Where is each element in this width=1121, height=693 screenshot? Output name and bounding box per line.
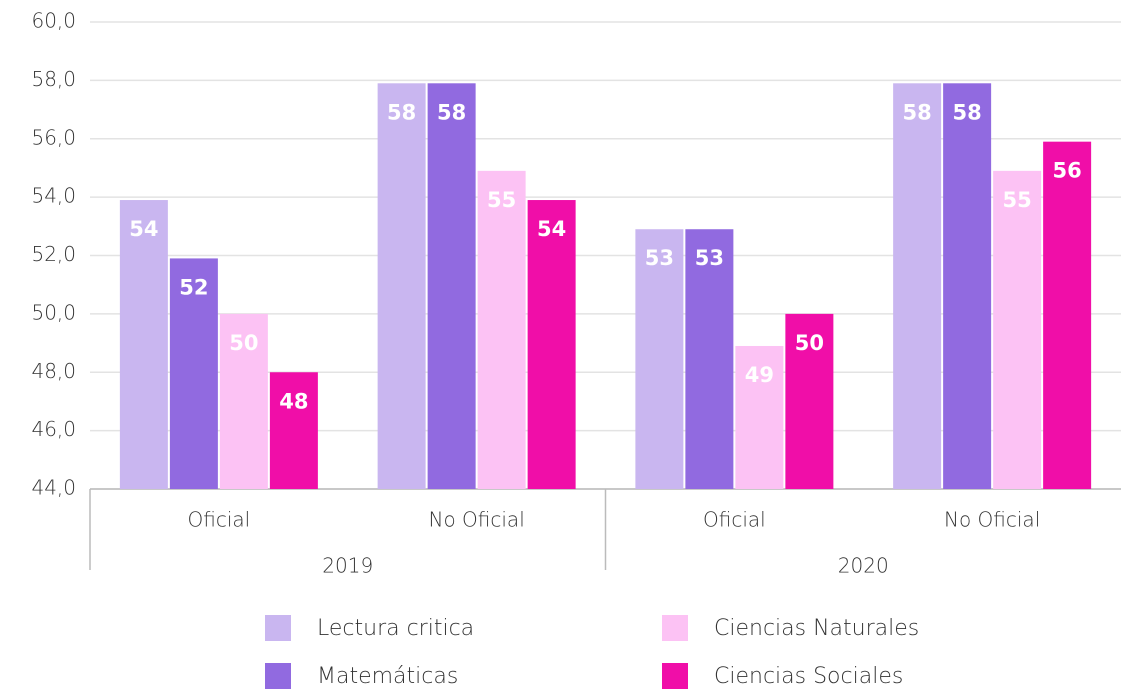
value-label: 50 (229, 331, 258, 355)
value-label: 58 (953, 100, 982, 124)
value-label: 53 (645, 246, 674, 270)
x-tick-label: Oficial (703, 508, 766, 532)
value-label: 56 (1053, 159, 1082, 183)
legend-swatch (265, 615, 291, 641)
bar (943, 83, 992, 489)
bar (219, 313, 268, 489)
x-tick-label: No Oficial (428, 508, 524, 532)
y-tick-label: 48,0 (31, 359, 76, 383)
bar (427, 83, 476, 489)
bar (169, 258, 218, 489)
legend-swatch (662, 615, 688, 641)
value-label: 54 (537, 217, 566, 241)
bar (893, 83, 942, 489)
value-label: 55 (487, 188, 516, 212)
legend-swatch (265, 663, 291, 689)
group-label: 2019 (322, 554, 373, 578)
y-tick-label: 60,0 (31, 9, 76, 33)
legend-label: Matemáticas (317, 664, 458, 689)
y-tick-label: 50,0 (31, 300, 76, 324)
value-label: 58 (387, 100, 416, 124)
y-tick-label: 58,0 (31, 67, 76, 91)
bar (119, 200, 168, 489)
bar (785, 313, 834, 489)
legend-label: Ciencias Naturales (714, 616, 919, 641)
bar (993, 170, 1042, 489)
x-tick-label: Oficial (188, 508, 251, 532)
bar (477, 170, 526, 489)
bar (635, 229, 684, 489)
y-tick-label: 44,0 (31, 476, 76, 500)
value-label: 54 (129, 217, 158, 241)
legend-label: Lectura critica (317, 616, 474, 641)
y-tick-label: 52,0 (31, 242, 76, 266)
legend-label: Ciencias Sociales (714, 664, 903, 689)
bar (685, 229, 734, 489)
value-label: 49 (745, 363, 774, 387)
y-tick-label: 46,0 (31, 417, 76, 441)
value-label: 55 (1003, 188, 1032, 212)
value-label: 50 (795, 331, 824, 355)
legend-swatch (662, 663, 688, 689)
value-label: 53 (695, 246, 724, 270)
value-label: 48 (279, 389, 308, 413)
bar (1043, 141, 1092, 489)
bar (377, 83, 426, 489)
y-tick-label: 56,0 (31, 125, 76, 149)
bar (735, 345, 784, 489)
bar (269, 372, 318, 489)
value-label: 52 (179, 275, 208, 299)
y-tick-label: 54,0 (31, 184, 76, 208)
group-label: 2020 (838, 554, 889, 578)
value-label: 58 (903, 100, 932, 124)
x-tick-label: No Oficial (944, 508, 1040, 532)
value-label: 58 (437, 100, 466, 124)
bar (527, 200, 576, 489)
